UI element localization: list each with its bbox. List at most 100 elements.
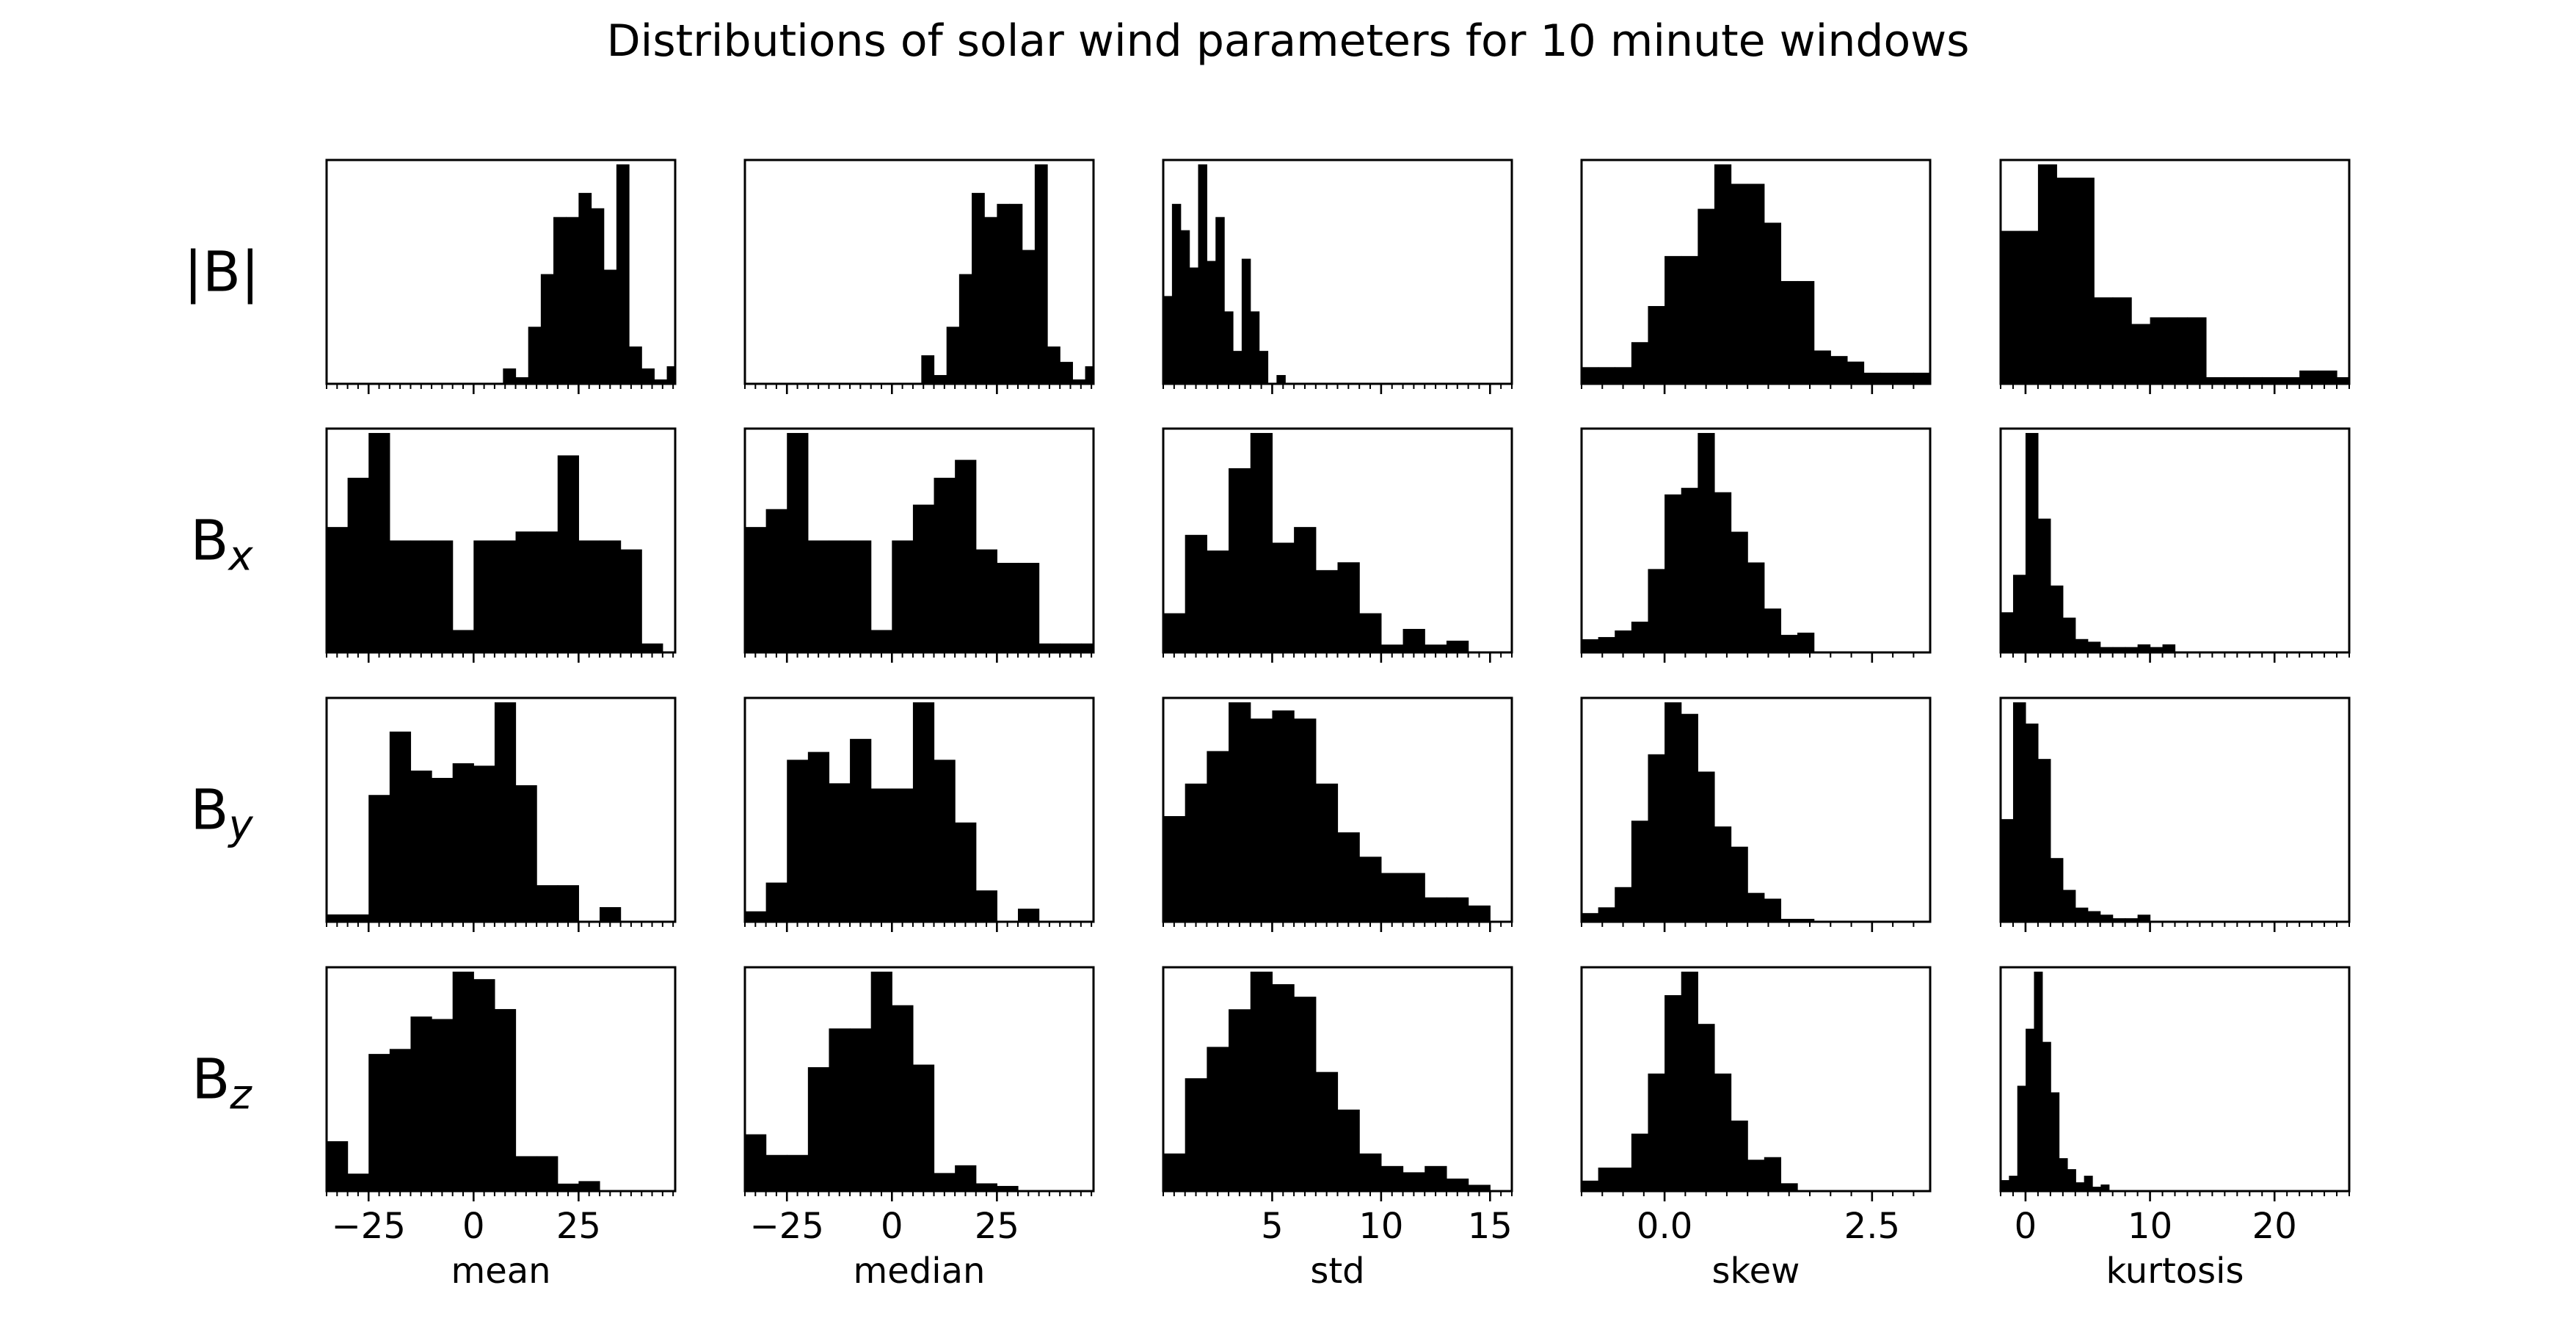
bar-bx-mean-10 bbox=[536, 531, 559, 652]
bars-bmag-skew bbox=[1582, 164, 1930, 384]
row-label-main-by: B bbox=[190, 777, 228, 843]
tick-label-std-1: 10 bbox=[1358, 1206, 1403, 1247]
bar-bx-mean-15 bbox=[641, 643, 663, 652]
bar-by-median-11 bbox=[975, 890, 997, 922]
bar-by-std-0 bbox=[1163, 816, 1186, 922]
bar-bx-median-15 bbox=[1060, 643, 1082, 652]
bar-by-median-5 bbox=[850, 738, 872, 922]
bar-by-skew-4 bbox=[1648, 754, 1665, 922]
bar-bz-median-8 bbox=[912, 1064, 935, 1191]
bar-by-mean-0 bbox=[327, 914, 349, 922]
bar-bmag-mean-8 bbox=[603, 269, 617, 384]
bar-by-skew-1 bbox=[1598, 907, 1615, 922]
bar-by-skew-10 bbox=[1747, 892, 1765, 922]
panel-frame-bz-mean bbox=[325, 966, 677, 1193]
bar-bz-median-12 bbox=[997, 1185, 1019, 1191]
bars-by-median bbox=[745, 702, 1040, 922]
bar-bmag-skew-20 bbox=[1913, 372, 1930, 384]
row-label-main-bx: B bbox=[190, 508, 228, 573]
x-axis-label-mean: mean bbox=[451, 1251, 550, 1292]
bar-by-std-5 bbox=[1272, 710, 1295, 922]
bar-bx-std-10 bbox=[1380, 644, 1404, 652]
bar-bz-kurtosis-0 bbox=[2001, 1180, 2009, 1191]
bar-bz-median-0 bbox=[745, 1134, 767, 1191]
bar-bz-skew-9 bbox=[1731, 1120, 1748, 1191]
bar-bz-std-12 bbox=[1425, 1165, 1447, 1191]
bar-bx-std-11 bbox=[1402, 628, 1425, 652]
bar-bx-skew-10 bbox=[1747, 562, 1765, 652]
bar-bx-std-9 bbox=[1359, 613, 1382, 652]
bar-bmag-skew-8 bbox=[1714, 164, 1732, 384]
bars-bz-skew bbox=[1582, 971, 1798, 1191]
bar-bx-skew-5 bbox=[1664, 494, 1682, 652]
bar-bx-std-0 bbox=[1163, 613, 1186, 652]
bar-bx-kurtosis-11 bbox=[2137, 644, 2151, 652]
bar-bx-median-3 bbox=[807, 540, 830, 652]
bar-bmag-std-13 bbox=[1276, 375, 1286, 384]
bar-by-kurtosis-6 bbox=[2075, 907, 2089, 922]
bar-by-skew-11 bbox=[1764, 898, 1782, 922]
bar-bx-mean-12 bbox=[578, 540, 600, 652]
bar-bz-mean-10 bbox=[536, 1156, 559, 1191]
row-label-bmag: |B| bbox=[183, 239, 259, 305]
bars-by-skew bbox=[1582, 702, 1815, 922]
bars-by-std bbox=[1163, 702, 1491, 922]
panel-bmag-std bbox=[1162, 159, 1513, 394]
panel-bmag-skew bbox=[1580, 159, 1932, 394]
bar-bmag-median-5 bbox=[984, 216, 997, 384]
bar-by-std-7 bbox=[1315, 783, 1339, 922]
bar-by-mean-3 bbox=[389, 731, 412, 922]
row-label-bz: Bz bbox=[192, 1047, 252, 1119]
bar-bz-skew-0 bbox=[1582, 1180, 1599, 1191]
bar-bx-median-8 bbox=[912, 504, 935, 652]
bar-bz-std-13 bbox=[1446, 1178, 1469, 1191]
bar-bx-median-2 bbox=[787, 432, 809, 652]
bar-by-median-4 bbox=[829, 783, 851, 922]
bar-bz-mean-9 bbox=[515, 1156, 537, 1191]
bar-bmag-std-0 bbox=[1163, 296, 1173, 384]
bar-bx-std-3 bbox=[1229, 468, 1251, 652]
x-axis-label-median: median bbox=[854, 1251, 986, 1292]
bar-by-mean-4 bbox=[410, 771, 432, 922]
bar-bz-skew-3 bbox=[1631, 1133, 1649, 1191]
bar-bx-median-0 bbox=[745, 527, 767, 652]
bar-bx-kurtosis-8 bbox=[2100, 647, 2114, 652]
bar-bmag-skew-19 bbox=[1896, 372, 1914, 384]
bar-bz-skew-6 bbox=[1681, 971, 1698, 1191]
bar-bmag-skew-16 bbox=[1847, 361, 1865, 384]
bar-bmag-skew-9 bbox=[1731, 183, 1748, 384]
bar-bx-median-10 bbox=[955, 459, 977, 652]
bar-bx-mean-3 bbox=[389, 540, 412, 652]
bars-bx-median bbox=[745, 432, 1094, 652]
bar-bx-kurtosis-7 bbox=[2087, 641, 2101, 652]
panel-by-std bbox=[1162, 696, 1513, 932]
bar-by-skew-7 bbox=[1698, 771, 1715, 922]
bar-by-skew-13 bbox=[1797, 919, 1815, 922]
bar-bmag-kurtosis-7 bbox=[2131, 324, 2151, 384]
bar-by-std-4 bbox=[1250, 718, 1273, 922]
bar-bmag-kurtosis-11 bbox=[2205, 376, 2225, 384]
bar-bmag-skew-2 bbox=[1615, 367, 1632, 384]
bars-by-kurtosis bbox=[2001, 702, 2151, 922]
bar-bx-median-4 bbox=[829, 540, 851, 652]
x-axis-label-skew: skew bbox=[1712, 1251, 1800, 1292]
bar-bmag-median-11 bbox=[1060, 362, 1073, 384]
bar-bmag-kurtosis-9 bbox=[2169, 317, 2188, 384]
bar-bmag-skew-4 bbox=[1648, 306, 1665, 384]
bar-bz-kurtosis-3 bbox=[2026, 1028, 2035, 1191]
bar-bmag-kurtosis-8 bbox=[2150, 317, 2169, 384]
bar-by-skew-9 bbox=[1731, 846, 1748, 922]
bar-bmag-mean-0 bbox=[503, 368, 517, 384]
bar-bmag-kurtosis-13 bbox=[2243, 376, 2263, 384]
bar-bmag-kurtosis-6 bbox=[2112, 297, 2132, 384]
bar-bmag-mean-1 bbox=[515, 377, 529, 384]
bar-bmag-skew-0 bbox=[1582, 367, 1599, 384]
bar-by-kurtosis-2 bbox=[2025, 723, 2039, 922]
bar-bx-mean-4 bbox=[410, 540, 432, 652]
bars-bmag-std bbox=[1163, 164, 1286, 384]
bar-by-median-10 bbox=[955, 822, 977, 922]
bar-by-std-2 bbox=[1207, 751, 1229, 922]
bar-bmag-mean-10 bbox=[629, 346, 642, 384]
bar-by-kurtosis-8 bbox=[2100, 914, 2114, 922]
bar-bmag-median-9 bbox=[1034, 164, 1048, 384]
